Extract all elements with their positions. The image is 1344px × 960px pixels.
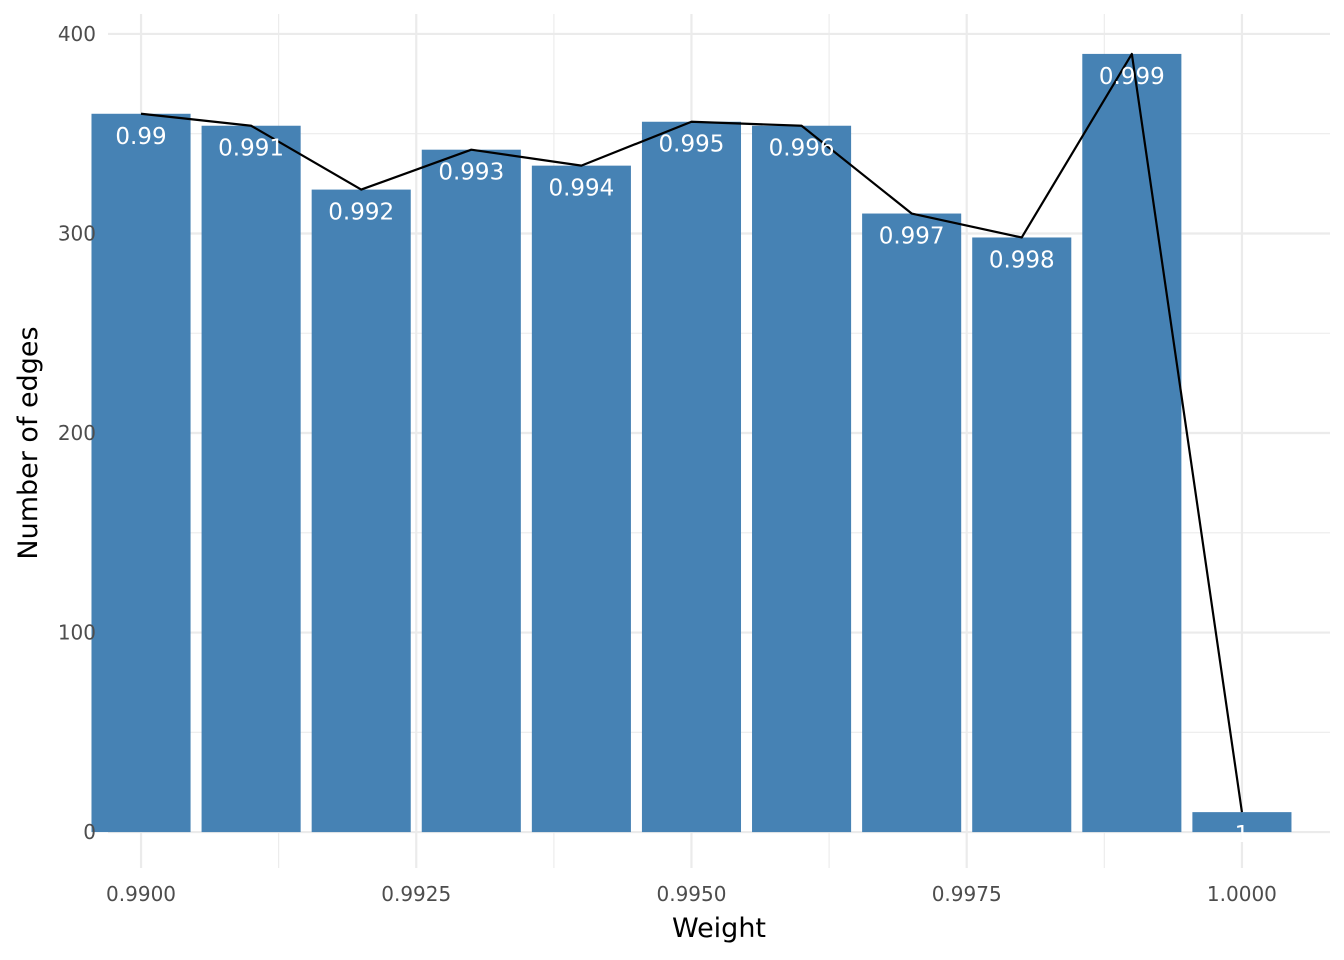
bar (972, 237, 1072, 833)
bar-label: 0.993 (438, 160, 504, 186)
bar (531, 165, 631, 833)
bar-label: 0.99 (115, 124, 166, 150)
bar (421, 149, 521, 833)
bars (91, 53, 1292, 833)
x-axis-title: Weight (672, 913, 766, 944)
bar-labels: 0.99 0.991 0.992 0.993 0.994 0.995 0.996 0.997 0… (115, 64, 1249, 848)
x-tick-label: 0.9900 (106, 882, 176, 906)
x-axis-ticks: 0.9900 0.9925 0.9950 0.9975 1.0000 (106, 882, 1277, 906)
bar-label: 0.997 (879, 224, 945, 250)
bar (752, 125, 852, 833)
y-tick-label: 400 (58, 22, 96, 46)
series-line (140, 52, 1244, 813)
bar (1082, 53, 1182, 833)
y-tick-label: 100 (58, 621, 96, 645)
bar (311, 189, 411, 833)
bar-label: 0.996 (769, 136, 835, 162)
x-tick-label: 0.9925 (381, 882, 451, 906)
bar-label: 0.995 (659, 132, 725, 158)
bar-label: 0.998 (989, 247, 1055, 273)
bar-label: 0.991 (218, 136, 284, 162)
overlay-line (140, 52, 1244, 813)
y-tick-label: 300 (58, 221, 96, 245)
bar (641, 121, 742, 833)
y-tick-label: 0 (83, 820, 96, 844)
bar (91, 113, 191, 833)
bar (862, 213, 962, 833)
bar-label: 0.999 (1099, 64, 1165, 90)
y-axis-title: Number of edges (13, 326, 44, 559)
x-tick-label: 1.0000 (1207, 882, 1277, 906)
x-tick-label: 0.9975 (932, 882, 1002, 906)
x-tick-label: 0.9950 (656, 882, 726, 906)
bar-label: 1 (1235, 822, 1250, 848)
bar-label: 0.994 (548, 176, 614, 202)
y-axis-ticks: 0 100 200 300 400 (58, 22, 96, 844)
y-tick-label: 200 (58, 421, 96, 445)
bar (201, 125, 301, 833)
bar-label: 0.992 (328, 200, 394, 226)
bar (1192, 812, 1292, 833)
